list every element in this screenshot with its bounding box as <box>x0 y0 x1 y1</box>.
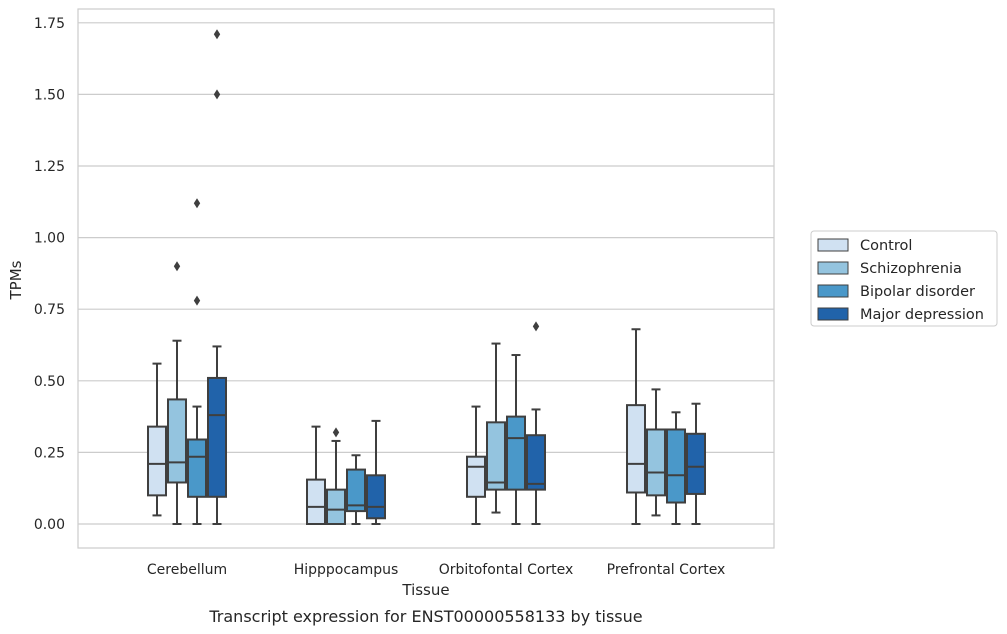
outlier-point <box>173 261 181 272</box>
legend-label: Schizophrenia <box>860 261 962 277</box>
box-2-3 <box>526 321 546 525</box>
box-iqr <box>526 434 546 491</box>
box-0-3 <box>207 29 227 525</box>
box-iqr <box>366 474 386 520</box>
box-1-0 <box>306 425 326 525</box>
box-iqr <box>506 415 526 491</box>
outlier-point <box>193 198 201 209</box>
box-iqr <box>346 468 366 513</box>
y-tick-label: 1.50 <box>34 87 65 103</box>
legend-frame <box>810 230 998 327</box>
box-iqr <box>646 428 666 497</box>
box-iqr <box>147 425 167 497</box>
x-tick-label: Orbitofontal Cortex <box>439 562 574 578</box>
box-iqr <box>326 488 346 525</box>
box-1-2 <box>346 454 366 525</box>
box-1-1 <box>326 427 346 525</box>
box-3-2 <box>666 411 686 525</box>
y-tick-labels: 0.00 0.25 0.50 0.75 1.00 1.25 1.50 1.75 <box>34 16 65 533</box>
box-1-3 <box>366 419 386 525</box>
legend-swatch <box>817 261 849 275</box>
box-iqr <box>167 398 187 484</box>
outlier-point <box>213 89 221 100</box>
outlier-point <box>532 321 540 332</box>
x-tick-labels: Cerebellum Hipppocampus Orbitofontal Corte… <box>147 562 725 578</box>
y-tick-label: 0.75 <box>34 302 65 318</box>
chart-caption: Transcript expression for ENST0000055813… <box>208 607 642 626</box>
legend-swatch <box>817 307 849 321</box>
box-2-0 <box>466 405 486 525</box>
x-axis-label: Tissue <box>401 581 449 599</box>
outlier-point <box>332 427 340 438</box>
box-iqr <box>666 428 686 504</box>
y-tick-label: 1.00 <box>34 231 65 247</box>
box-iqr <box>207 376 227 498</box>
outlier-point <box>213 29 221 40</box>
box-0-0 <box>147 362 167 517</box>
outlier-point <box>193 295 201 306</box>
x-tick-label: Cerebellum <box>147 562 227 578</box>
legend-entries: Control Schizophrenia Bipolar disorder Majo… <box>817 238 984 323</box>
y-tick-label: 0.00 <box>34 517 65 533</box>
box-2-2 <box>506 354 526 525</box>
box-3-1 <box>646 388 666 517</box>
legend-label: Bipolar disorder <box>860 284 975 300</box>
box-iqr <box>686 432 706 495</box>
y-tick-label: 0.25 <box>34 445 65 461</box>
y-tick-label: 0.50 <box>34 374 65 390</box>
legend: Control Schizophrenia Bipolar disorder Majo… <box>810 230 998 327</box>
legend-label: Control <box>860 238 912 254</box>
y-axis-label: TPMs <box>7 260 25 300</box>
y-tick-label: 1.25 <box>34 159 65 175</box>
legend-swatch <box>817 238 849 252</box>
box-3-0 <box>626 328 646 525</box>
box-iqr <box>306 478 326 525</box>
y-tick-label: 1.75 <box>34 16 65 32</box>
box-0-2 <box>187 198 207 525</box>
box-iqr <box>187 438 207 498</box>
x-tick-label: Hipppocampus <box>294 562 399 578</box>
box-series <box>147 29 706 525</box>
box-3-3 <box>686 402 706 525</box>
plot-frame <box>77 8 775 549</box>
box-iqr <box>626 404 646 494</box>
x-tick-label: Prefrontal Cortex <box>607 562 726 578</box>
box-2-1 <box>486 342 506 514</box>
box-iqr <box>466 455 486 498</box>
box-0-1 <box>167 261 187 525</box>
legend-label: Major depression <box>860 307 984 323</box>
legend-swatch <box>817 284 849 298</box>
box-iqr <box>486 421 506 491</box>
